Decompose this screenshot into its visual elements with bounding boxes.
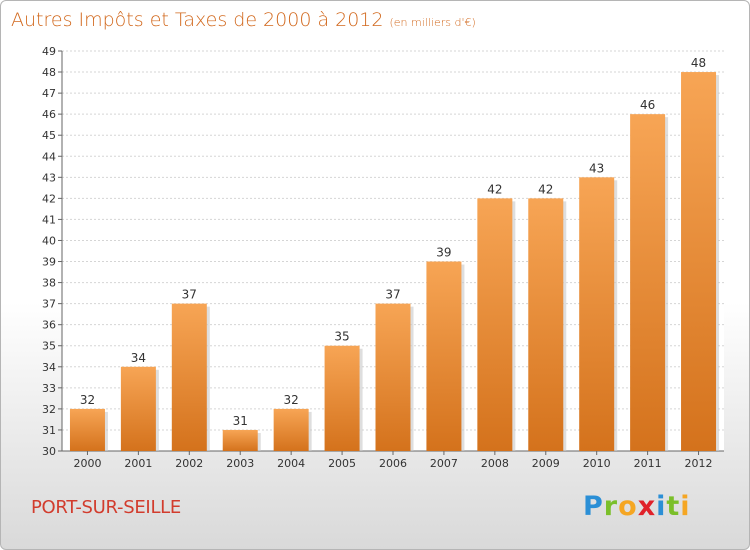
chart-subtitle: (en milliers d'€) [389, 16, 476, 29]
logo-letter: t [666, 491, 681, 522]
bar [426, 261, 462, 451]
data-label: 31 [233, 414, 248, 428]
y-tick-label: 42 [42, 192, 56, 205]
data-label: 43 [589, 161, 604, 175]
x-tick-label: 2008 [481, 457, 509, 470]
bar [477, 198, 513, 451]
bar [222, 429, 258, 451]
x-tick-label: 2003 [226, 457, 254, 470]
logo-letter: r [603, 491, 619, 522]
y-tick-label: 44 [42, 150, 56, 163]
x-tick-label: 2007 [430, 457, 458, 470]
y-tick-label: 49 [42, 45, 56, 58]
logo-letter: o [618, 491, 638, 522]
y-tick-label: 48 [42, 66, 56, 79]
commune-name: PORT-SUR-SEILLE [31, 497, 181, 518]
data-label: 39 [436, 246, 451, 260]
x-tick-label: 2010 [583, 457, 611, 470]
y-tick-label: 38 [42, 277, 56, 290]
bar [171, 303, 207, 451]
data-label: 37 [182, 288, 197, 302]
y-tick-label: 31 [42, 424, 56, 437]
x-tick-label: 2009 [532, 457, 560, 470]
y-tick-label: 47 [42, 87, 56, 100]
bar [375, 303, 411, 451]
y-tick-label: 40 [42, 234, 56, 247]
y-tick-label: 43 [42, 171, 56, 184]
bar [120, 366, 156, 451]
x-tick-label: 2011 [634, 457, 662, 470]
y-tick-label: 36 [42, 319, 56, 332]
logo-letter: x [637, 491, 657, 522]
y-tick-label: 37 [42, 298, 56, 311]
bar [630, 114, 666, 451]
data-label: 37 [385, 288, 400, 302]
logo-letter: i [680, 491, 691, 522]
x-tick-label: 2000 [73, 457, 101, 470]
y-tick-label: 34 [42, 361, 56, 374]
y-tick-label: 33 [42, 382, 56, 395]
y-tick-label: 35 [42, 340, 56, 353]
x-tick-label: 2001 [124, 457, 152, 470]
y-tick-label: 39 [42, 256, 56, 269]
bar [681, 72, 717, 451]
x-tick-label: 2006 [379, 457, 407, 470]
data-label: 34 [131, 351, 146, 365]
data-label: 32 [284, 393, 299, 407]
y-tick-label: 46 [42, 108, 56, 121]
bar [273, 408, 309, 451]
y-tick-label: 41 [42, 213, 56, 226]
y-tick-label: 32 [42, 403, 56, 416]
bar [324, 345, 360, 451]
chart-title: Autres Impôts et Taxes de 2000 à 2012 (en… [11, 9, 476, 31]
x-tick-label: 2004 [277, 457, 305, 470]
data-label: 42 [538, 182, 553, 196]
data-label: 32 [80, 393, 95, 407]
y-tick-label: 30 [42, 445, 56, 458]
data-label: 46 [640, 98, 655, 112]
bar [69, 408, 105, 451]
x-tick-label: 2012 [685, 457, 713, 470]
data-label: 35 [334, 330, 349, 344]
bar [579, 177, 615, 451]
data-label: 48 [691, 56, 706, 70]
data-label: 42 [487, 182, 502, 196]
title-text: Autres Impôts et Taxes de 2000 à 2012 [11, 9, 384, 31]
proxiti-logo: Proxiti [583, 491, 691, 522]
logo-letter: P [583, 491, 604, 522]
x-tick-label: 2005 [328, 457, 356, 470]
bar [528, 198, 564, 451]
logo-letter: i [656, 491, 667, 522]
y-tick-label: 45 [42, 129, 56, 142]
x-tick-label: 2002 [175, 457, 203, 470]
